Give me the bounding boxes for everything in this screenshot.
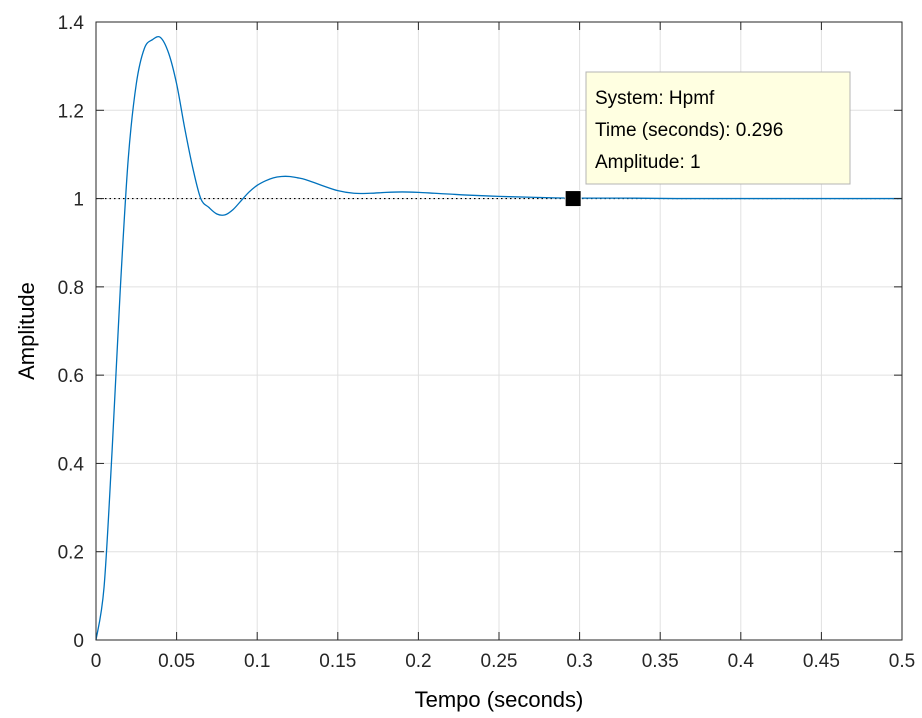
series-group [95, 35, 902, 641]
y-tick-label: 0.2 [58, 543, 84, 564]
x-tick-label: 0.45 [803, 651, 840, 672]
datatip-amplitude: Amplitude: 1 [595, 152, 701, 173]
y-tick-label: 1.4 [58, 13, 85, 34]
x-tick-label: 0.3 [566, 651, 592, 672]
y-tick-label: 0.8 [58, 278, 84, 299]
datatip-box [585, 71, 851, 185]
datatip-group: System: Hpmf Time (seconds): 0.296 Ampli… [564, 71, 851, 208]
datatip-system: System: Hpmf [595, 88, 715, 109]
y-tick-label: 0.6 [58, 366, 84, 387]
x-tick-label: 0.05 [158, 651, 195, 672]
x-axis-label: Tempo (seconds) [415, 687, 584, 712]
y-tick-labels: 0 0.2 0.4 0.6 0.8 1 1.2 1.4 [58, 13, 85, 652]
x-tick-label: 0.15 [319, 651, 356, 672]
step-response-series-line [95, 35, 902, 641]
y-tick-label: 0 [73, 631, 84, 652]
x-tick-labels: 0 0.05 0.1 0.15 0.2 0.25 0.3 0.35 0.4 0.45 0.5 [91, 651, 916, 672]
x-tick-label: 0.5 [889, 651, 915, 672]
y-axis-label: Amplitude [14, 282, 39, 380]
ticks-group [95, 21, 903, 641]
x-tick-label: 0.4 [728, 651, 755, 672]
y-tick-label: 0.4 [58, 454, 85, 475]
x-tick-label: 0.1 [244, 651, 270, 672]
x-tick-label: 0.2 [405, 651, 431, 672]
datatip-time: Time (seconds): 0.296 [595, 120, 783, 141]
datatip-marker[interactable] [564, 190, 582, 208]
y-tick-label: 1 [73, 190, 84, 211]
x-tick-label: 0 [91, 651, 102, 672]
x-tick-label: 0.35 [642, 651, 679, 672]
y-tick-label: 1.2 [58, 101, 84, 122]
x-tick-label: 0.25 [481, 651, 518, 672]
